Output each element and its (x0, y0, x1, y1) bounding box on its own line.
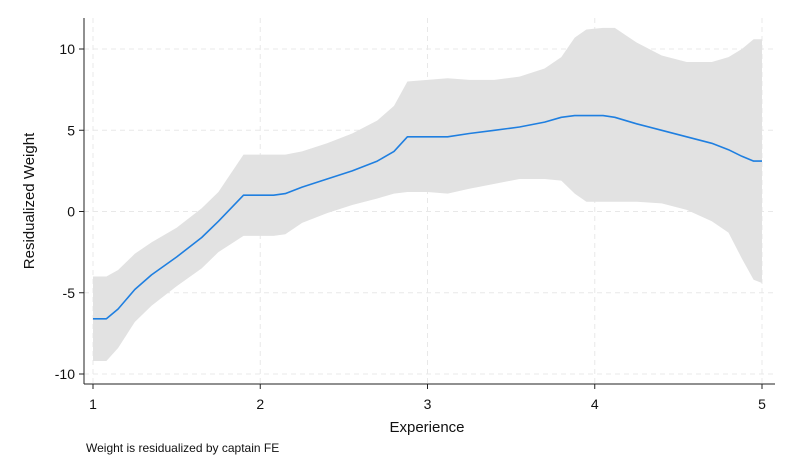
x-tick-label: 4 (591, 396, 599, 412)
line-layer (93, 114, 762, 320)
band-layer (93, 27, 762, 362)
x-tick-label: 5 (758, 396, 766, 412)
y-tick-label: 0 (67, 204, 75, 220)
y-tick-label: 10 (59, 41, 75, 57)
x-tick-label: 1 (89, 396, 97, 412)
y-tick-label: -10 (55, 366, 75, 382)
axis-layer (83, 18, 775, 385)
y-axis-title: Residualized Weight (21, 132, 38, 269)
x-tick-label: 2 (256, 396, 264, 412)
x-tick-label: 3 (424, 396, 432, 412)
tick-layer: -10 -5 0 5 10 1 2 3 4 5 (55, 41, 766, 412)
y-tick-label: -5 (63, 285, 76, 301)
chart-note: Weight is residualized by captain FE (86, 441, 279, 455)
confidence-band (93, 27, 762, 362)
y-tick-label: 5 (67, 122, 75, 138)
x-axis-title: Experience (389, 419, 464, 436)
series-line (93, 114, 762, 320)
